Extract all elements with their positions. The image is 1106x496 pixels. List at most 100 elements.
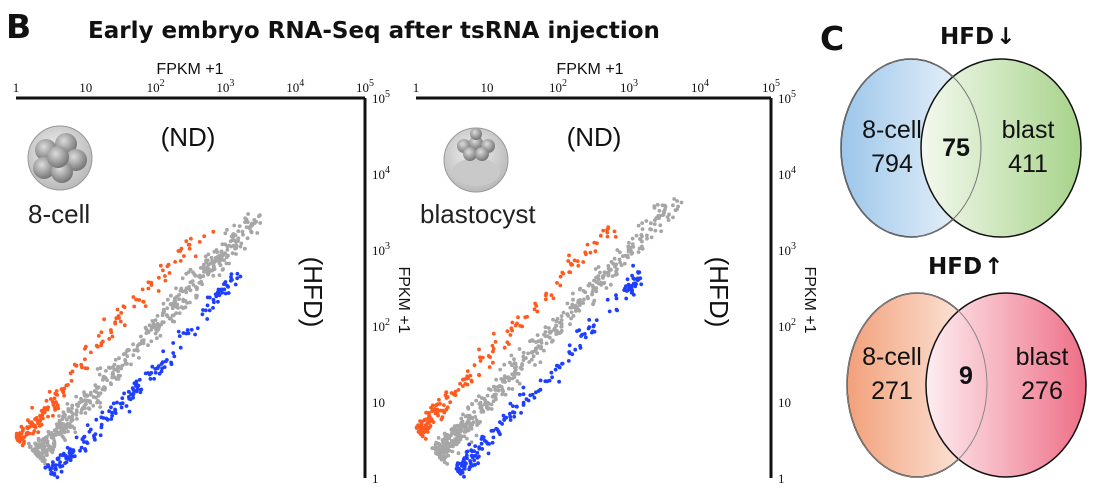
scatter-point — [225, 227, 229, 232]
scatter-point — [20, 443, 25, 448]
scatter-point — [571, 291, 575, 296]
venn-overlap-value: 75 — [942, 134, 970, 162]
scatter-point — [557, 379, 561, 384]
scatter-point — [637, 246, 642, 251]
scatter-point — [94, 395, 98, 400]
scatter-point — [28, 444, 33, 449]
scatter-point — [636, 250, 641, 255]
scatter-point — [494, 392, 498, 397]
scatter-point — [51, 413, 55, 418]
scatter-point — [198, 275, 203, 280]
scatter-point — [536, 389, 541, 393]
scatter-point — [101, 378, 105, 382]
scatter-point — [506, 386, 511, 391]
scatter-point — [614, 293, 618, 298]
scatter-point — [222, 287, 227, 292]
scatter-point — [455, 465, 460, 470]
x-tick-label: 1 — [13, 80, 20, 95]
scatter-point — [111, 401, 116, 406]
scatter-point — [252, 221, 257, 226]
scatter-point — [101, 339, 105, 344]
scatter-point — [672, 197, 677, 201]
scatter-point — [82, 392, 87, 397]
scatter-point — [137, 356, 141, 360]
scatter-point — [466, 415, 471, 420]
scatter-point — [100, 410, 105, 415]
scatter-point — [19, 431, 24, 436]
scatter-point — [131, 353, 136, 358]
scatter-point — [452, 424, 457, 428]
scatter-point — [46, 414, 50, 419]
scatter-point — [426, 416, 431, 420]
venn-left-value: 271 — [871, 377, 913, 405]
scatter-point — [594, 280, 599, 284]
scatter-point — [51, 463, 55, 468]
scatter-point — [583, 290, 588, 295]
scatter-point — [193, 332, 198, 337]
scatter-point — [535, 309, 540, 314]
scatter-point — [416, 423, 420, 428]
scatter-point — [41, 449, 46, 453]
scatter-point — [530, 350, 535, 354]
scatter-point — [671, 203, 675, 208]
scatter-point — [637, 270, 642, 275]
scatter-point — [559, 324, 564, 329]
scatter-point — [160, 366, 165, 371]
scatter-point — [147, 323, 152, 328]
scatter-point — [591, 324, 596, 329]
scatter-point — [197, 240, 202, 244]
scatter-point — [649, 221, 653, 226]
scatter-point — [62, 393, 66, 398]
scatter-point — [255, 231, 260, 235]
scatter-point — [494, 426, 499, 431]
scatter-point — [491, 360, 495, 365]
scatter-point — [559, 314, 564, 318]
venn-right-value: 411 — [1008, 150, 1048, 178]
scatter-point — [578, 343, 582, 348]
scatter-point — [438, 402, 442, 406]
scatter-point — [604, 270, 609, 275]
scatter-point — [569, 310, 574, 315]
scatter-point — [141, 300, 146, 304]
scatter-point — [159, 322, 164, 327]
scatter-point — [458, 381, 462, 386]
scatter-point — [545, 379, 550, 384]
scatter-point — [553, 367, 558, 372]
scatter-point — [472, 363, 477, 368]
scatter-point — [567, 253, 571, 258]
scatter-point — [517, 381, 522, 386]
scatter-point — [630, 288, 634, 292]
scatter-point — [513, 323, 518, 328]
scatter-point — [466, 407, 471, 411]
scatter-point — [101, 387, 106, 392]
scatter-point — [634, 282, 638, 286]
scatter-point — [211, 297, 216, 302]
scatter-point — [483, 438, 487, 443]
scatter-point — [606, 225, 611, 230]
scatter-point — [137, 377, 142, 382]
scatter-point — [238, 244, 243, 249]
scatter-point — [70, 403, 75, 408]
scatter-point — [153, 367, 158, 371]
scatter-point — [654, 216, 659, 221]
scatter-point — [238, 274, 243, 279]
scatter-point — [463, 414, 468, 419]
scatter-point — [48, 397, 53, 401]
scatter-point — [25, 426, 30, 431]
scatter-point — [445, 443, 450, 447]
scatter-point — [55, 403, 60, 408]
scatter-point — [56, 456, 61, 461]
scatter-point — [88, 392, 93, 397]
scatter-point — [521, 358, 526, 362]
scatter-point — [555, 363, 559, 368]
y-tick-label: 105 — [778, 89, 796, 106]
scatter-point — [182, 254, 186, 258]
scatter-point — [622, 261, 627, 266]
scatter-point — [477, 394, 481, 398]
scatter-point — [467, 442, 472, 447]
scatter-point — [462, 456, 467, 460]
scatter-point — [122, 391, 126, 396]
scatter-point — [78, 448, 82, 453]
scatter-point — [557, 320, 562, 325]
